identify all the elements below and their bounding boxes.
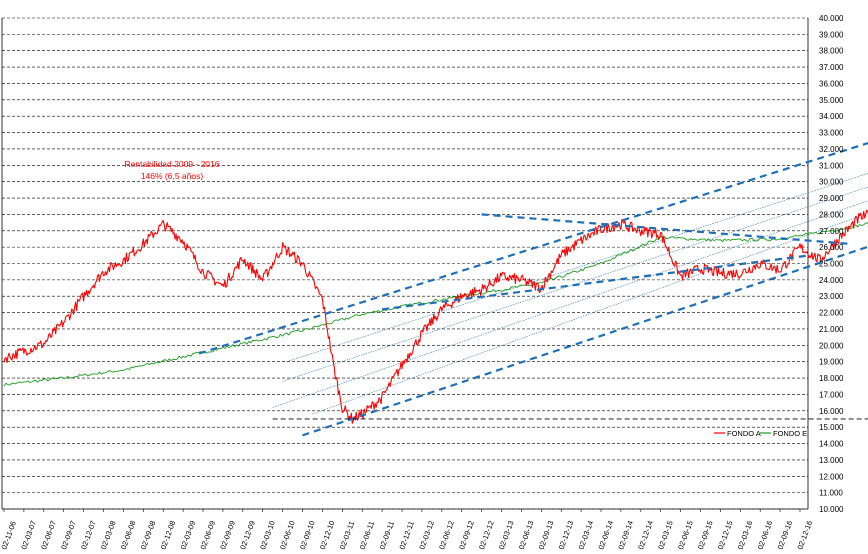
y-tick-label: 26.000 <box>819 243 844 252</box>
x-tick-label: 02-03-09 <box>179 519 198 550</box>
x-tick-label: 02-06-07 <box>39 519 58 550</box>
x-tick-label: 02-06-16 <box>756 519 775 550</box>
x-tick-label: 02-03-08 <box>99 519 118 550</box>
x-tick-label: 02-03-11 <box>338 520 357 551</box>
x-tick-label: 02-03-07 <box>19 519 38 550</box>
y-tick-label: 30.000 <box>819 178 844 187</box>
x-tick-label: 02-09-12 <box>457 519 476 550</box>
annotation-line-2: 146% (6,5 años) <box>141 171 204 181</box>
x-tick-label: 02-06-10 <box>278 519 297 550</box>
x-tick-label: 02-12-16 <box>795 519 814 550</box>
y-tick-label: 36.000 <box>819 79 844 88</box>
y-tick-label: 12.000 <box>819 472 844 481</box>
x-tick-label: 02-12-07 <box>79 519 98 550</box>
x-tick-label: 02-09-07 <box>59 519 78 550</box>
trend-line <box>381 254 811 311</box>
x-tick-label: 02-12-10 <box>318 519 337 550</box>
x-tick-label: 02-12-13 <box>557 519 576 550</box>
y-tick-label: 19.000 <box>819 358 844 367</box>
series-fondo-a <box>3 209 868 424</box>
channel-lines <box>272 173 868 415</box>
x-tick-label: 02-06-15 <box>676 519 695 550</box>
y-tick-label: 18.000 <box>819 374 844 383</box>
x-tick-label: 02-09-09 <box>218 519 237 550</box>
x-tick-label: 02-09-10 <box>298 519 317 550</box>
y-tick-label: 22.000 <box>819 309 844 318</box>
y-tick-label: 31.000 <box>819 161 844 170</box>
annotation-line-1: Rentabilidad 2009 - 2016 <box>125 159 220 169</box>
x-tick-label: 02-12-15 <box>716 519 735 550</box>
x-axis-ticks: 02-11-06 02-03-07 02-06-07 02-09-07 02-12-07… <box>0 509 814 551</box>
y-tick-label: 32.000 <box>819 145 844 154</box>
channel-line <box>312 212 868 415</box>
x-tick-label: 02-06-13 <box>517 519 536 550</box>
legend: FONDO A FONDO E <box>714 429 807 438</box>
y-tick-label: 15.000 <box>819 423 844 432</box>
trend-line <box>302 245 868 437</box>
y-tick-label: 13.000 <box>819 456 844 465</box>
y-tick-label: 28.000 <box>819 210 844 219</box>
x-tick-label: 02-03-12 <box>417 519 436 550</box>
channel-line <box>272 200 868 408</box>
y-tick-label: 37.000 <box>819 63 844 72</box>
x-tick-label: 02-03-15 <box>656 519 675 550</box>
x-tick-label: 02-03-14 <box>577 519 596 550</box>
x-tick-label: 02-09-11 <box>378 520 397 551</box>
y-tick-label: 25.000 <box>819 260 844 269</box>
x-tick-label: 02-06-09 <box>198 519 217 550</box>
x-tick-label: 02-09-08 <box>139 519 158 550</box>
trend-line <box>481 213 850 245</box>
channel-line <box>286 173 868 362</box>
trend-line <box>198 141 868 355</box>
legend-label-fondo-a: FONDO A <box>727 429 761 438</box>
y-tick-label: 11.000 <box>819 489 843 498</box>
y-tick-label: 24.000 <box>819 276 844 285</box>
y-tick-label: 10.000 <box>819 505 844 514</box>
y-tick-label: 34.000 <box>819 112 844 121</box>
y-tick-label: 17.000 <box>819 390 844 399</box>
x-tick-label: 02-06-12 <box>437 519 456 550</box>
y-tick-label: 40.000 <box>819 14 844 23</box>
x-tick-label: 02-11-06 <box>0 520 18 551</box>
y-axis-ticks: 40.000 39.000 38.000 37.000 36.000 35.000 34.0… <box>819 14 844 514</box>
x-tick-label: 02-09-13 <box>537 519 556 550</box>
trend-lines <box>198 141 868 437</box>
y-tick-label: 16.000 <box>819 407 844 416</box>
y-tick-label: 21.000 <box>819 325 844 334</box>
series-line <box>3 222 868 387</box>
x-tick-label: 02-06-11 <box>358 520 377 551</box>
y-tick-label: 38.000 <box>819 47 844 56</box>
x-tick-label: 02-12-11 <box>397 520 416 551</box>
x-tick-label: 02-09-16 <box>776 519 795 550</box>
x-tick-label: 02-09-14 <box>616 519 635 550</box>
y-tick-label: 29.000 <box>819 194 844 203</box>
x-tick-label: 02-06-08 <box>119 519 138 550</box>
series-line <box>3 209 868 424</box>
x-tick-label: 02-06-14 <box>596 519 615 550</box>
y-tick-label: 20.000 <box>819 341 844 350</box>
y-tick-label: 27.000 <box>819 227 844 236</box>
y-tick-label: 14.000 <box>819 440 844 449</box>
y-tick-label: 39.000 <box>819 30 844 39</box>
channel-line <box>282 186 868 382</box>
y-tick-label: 23.000 <box>819 292 844 301</box>
x-tick-label: 02-12-14 <box>636 519 655 550</box>
x-tick-label: 02-03-10 <box>258 519 277 550</box>
x-tick-label: 02-12-12 <box>477 519 496 550</box>
legend-label-fondo-e: FONDO E <box>773 429 807 438</box>
x-tick-label: 02-12-08 <box>159 519 178 550</box>
series-fondo-e <box>3 222 868 387</box>
x-tick-label: 02-03-13 <box>497 519 516 550</box>
x-tick-label: 02-03-16 <box>736 519 755 550</box>
y-tick-label: 35.000 <box>819 96 844 105</box>
y-tick-label: 33.000 <box>819 129 844 138</box>
x-tick-label: 02-12-09 <box>238 519 257 550</box>
x-tick-label: 02-09-15 <box>696 519 715 550</box>
